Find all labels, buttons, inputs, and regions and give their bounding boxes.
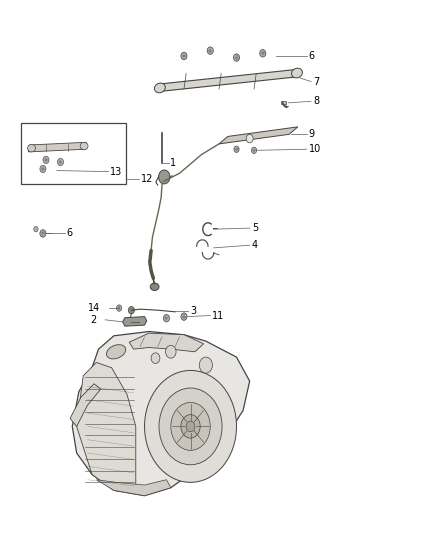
Text: 3: 3 xyxy=(191,306,197,316)
Text: 6: 6 xyxy=(309,51,315,61)
Circle shape xyxy=(57,158,64,166)
Text: 1: 1 xyxy=(170,158,176,167)
Ellipse shape xyxy=(155,83,165,93)
Circle shape xyxy=(233,54,240,61)
Circle shape xyxy=(181,52,187,60)
Circle shape xyxy=(40,230,46,237)
Polygon shape xyxy=(28,142,86,152)
Circle shape xyxy=(171,402,210,450)
Polygon shape xyxy=(158,69,298,92)
Text: 12: 12 xyxy=(141,174,153,183)
Text: 7: 7 xyxy=(313,77,319,86)
Polygon shape xyxy=(70,384,101,426)
Polygon shape xyxy=(281,101,286,104)
Ellipse shape xyxy=(106,345,126,359)
Circle shape xyxy=(199,357,212,373)
Polygon shape xyxy=(129,333,204,352)
Circle shape xyxy=(260,50,266,57)
Circle shape xyxy=(207,47,213,54)
Circle shape xyxy=(181,313,187,320)
Circle shape xyxy=(117,305,122,311)
Circle shape xyxy=(181,415,200,438)
Polygon shape xyxy=(219,127,298,144)
Text: 10: 10 xyxy=(309,144,321,154)
Text: 13: 13 xyxy=(110,167,123,176)
Text: 2: 2 xyxy=(90,315,96,325)
Text: 14: 14 xyxy=(88,303,100,313)
Ellipse shape xyxy=(28,144,35,152)
Polygon shape xyxy=(77,362,136,493)
Circle shape xyxy=(159,170,170,184)
Circle shape xyxy=(159,388,222,465)
Polygon shape xyxy=(72,332,250,496)
Circle shape xyxy=(246,134,253,143)
Text: 5: 5 xyxy=(252,223,258,233)
Circle shape xyxy=(43,156,49,164)
Circle shape xyxy=(163,314,170,322)
Text: 4: 4 xyxy=(252,240,258,250)
Polygon shape xyxy=(123,317,147,326)
Polygon shape xyxy=(96,480,171,496)
Ellipse shape xyxy=(80,142,88,150)
Ellipse shape xyxy=(150,283,159,290)
Circle shape xyxy=(151,353,160,364)
Circle shape xyxy=(234,146,239,152)
Circle shape xyxy=(251,147,257,154)
Text: 11: 11 xyxy=(212,311,225,320)
Circle shape xyxy=(186,421,195,432)
Circle shape xyxy=(145,370,237,482)
Circle shape xyxy=(40,165,46,173)
Ellipse shape xyxy=(292,68,302,78)
Circle shape xyxy=(34,227,38,232)
Text: 9: 9 xyxy=(309,130,315,139)
Text: 8: 8 xyxy=(313,96,319,106)
Circle shape xyxy=(166,345,176,358)
Text: 6: 6 xyxy=(67,229,73,238)
Circle shape xyxy=(128,306,134,314)
